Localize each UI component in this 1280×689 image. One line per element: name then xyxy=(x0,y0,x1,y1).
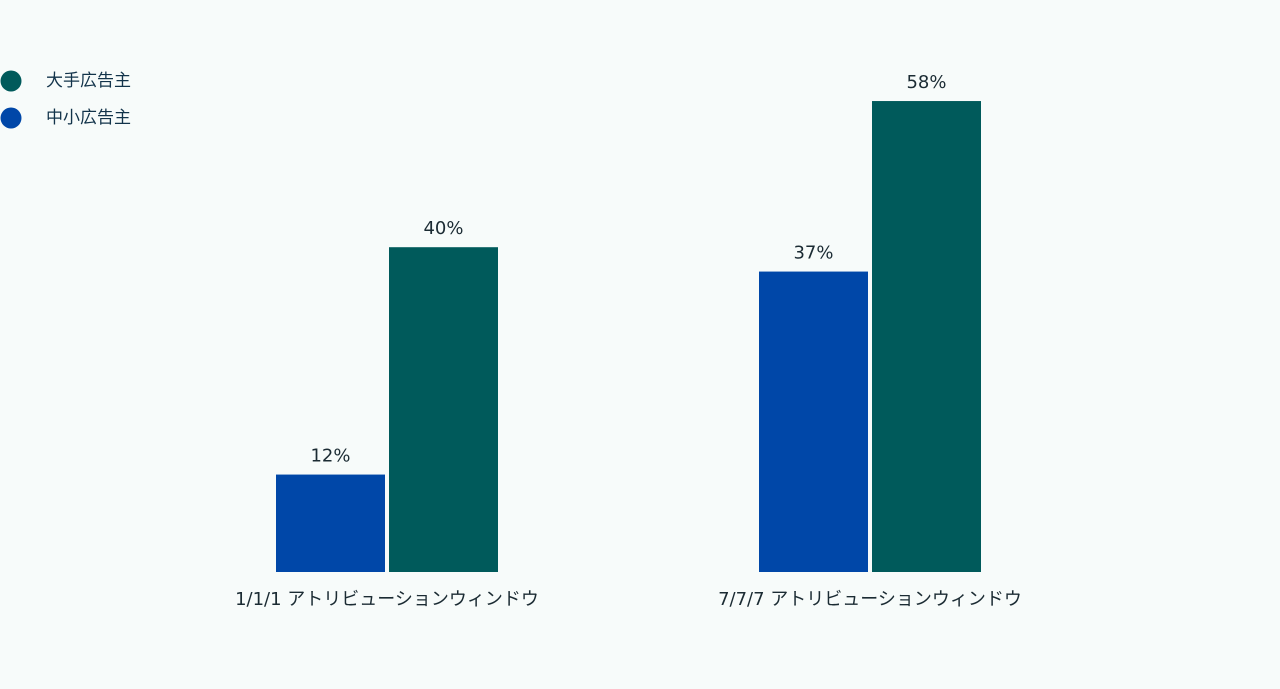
bar xyxy=(759,271,868,572)
value-label: 40% xyxy=(423,218,463,239)
bar xyxy=(389,247,498,572)
value-label: 37% xyxy=(793,243,833,264)
x-tick-label: 7/7/7 アトリビューションウィンドウ xyxy=(718,589,1022,610)
bar xyxy=(872,101,981,572)
legend-label: 大手広告主 xyxy=(46,71,131,91)
bar xyxy=(276,474,385,572)
legend-marker xyxy=(0,70,22,92)
x-tick-label: 1/1/1 アトリビューションウィンドウ xyxy=(235,589,539,610)
value-label: 12% xyxy=(310,446,350,467)
value-label: 58% xyxy=(906,72,946,93)
legend-marker xyxy=(0,107,22,129)
legend-label: 中小広告主 xyxy=(46,108,131,128)
